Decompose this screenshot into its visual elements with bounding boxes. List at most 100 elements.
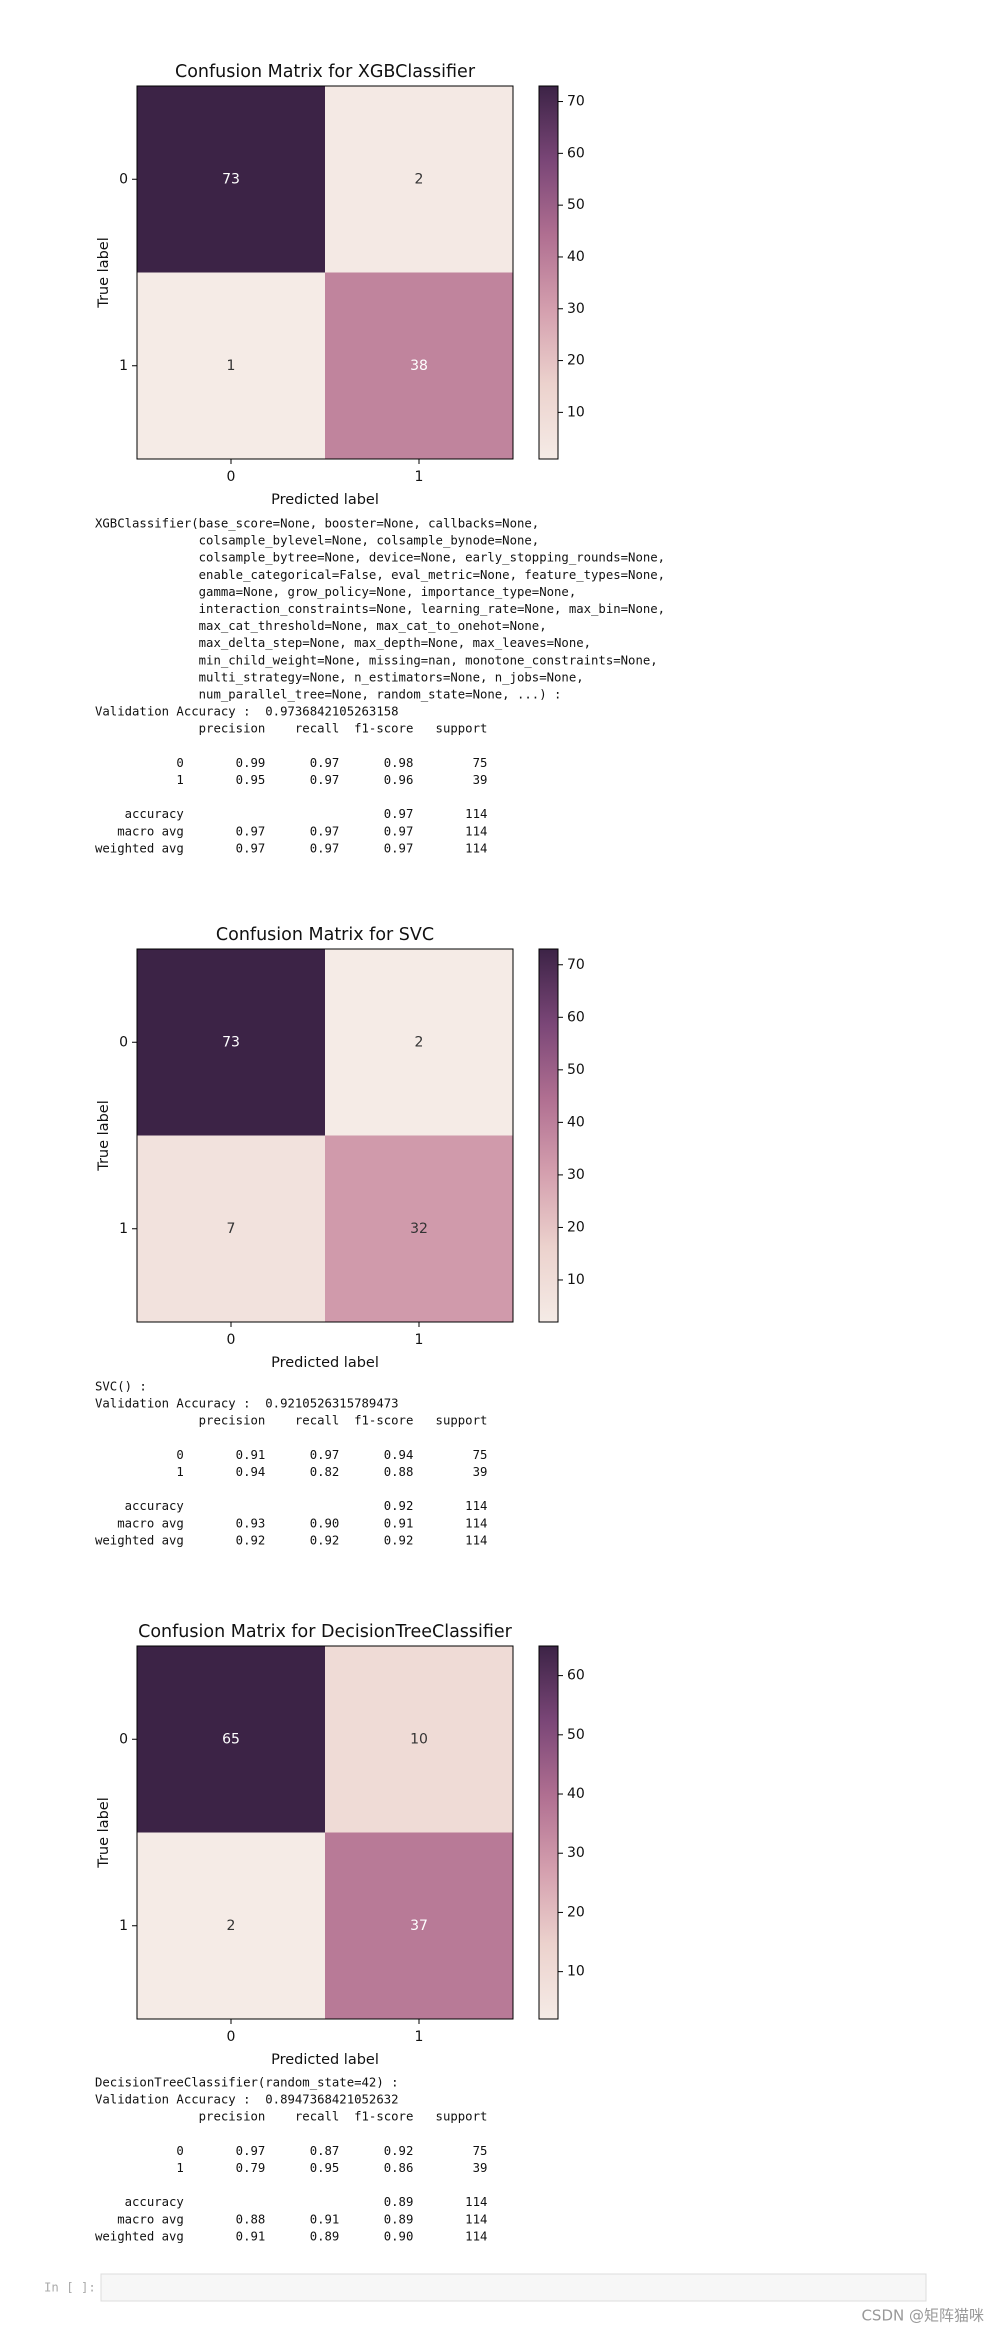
- x-axis-label: Predicted label: [271, 492, 379, 508]
- colorbar-tick-label: 10: [567, 1272, 585, 1288]
- cell: [137, 1135, 325, 1322]
- y-axis-label: True label: [96, 237, 112, 308]
- colorbar-tick-label: 20: [567, 1904, 585, 1920]
- colorbar-tick-label: 60: [567, 1668, 585, 1684]
- output-line: Validation Accuracy : 0.9736842105263158: [95, 705, 399, 719]
- cell-label: 1: [227, 358, 236, 374]
- colorbar-tick-label: 20: [567, 1219, 585, 1235]
- y-tick-label: 1: [119, 358, 128, 374]
- output-line: multi_strategy=None, n_estimators=None, …: [95, 670, 584, 684]
- y-axis-label: True label: [96, 1797, 112, 1868]
- x-tick-label: 1: [415, 2029, 424, 2045]
- cell: [325, 949, 513, 1136]
- output-line: XGBClassifier(base_score=None, booster=N…: [95, 517, 539, 531]
- output-line: 0 0.91 0.97 0.94 75: [95, 1448, 487, 1462]
- output-line: 1 0.95 0.97 0.96 39: [95, 773, 487, 787]
- y-tick-label: 0: [119, 1034, 128, 1050]
- colorbar: [538, 948, 559, 1323]
- colorbar-tick-label: 60: [567, 145, 585, 161]
- cell-label: 37: [410, 1918, 428, 1934]
- axes-frame: [136, 948, 514, 1323]
- colorbar-tick-label: 20: [567, 353, 585, 369]
- output-line: precision recall f1-score support: [95, 2110, 487, 2124]
- output-line: SVC() :: [95, 1380, 147, 1394]
- cell-label: 10: [410, 1731, 428, 1747]
- output-line: macro avg 0.88 0.91 0.89 114: [95, 2212, 487, 2226]
- colorbar-tick-label: 40: [567, 1786, 585, 1802]
- axes-frame: [136, 85, 514, 460]
- output-line: precision recall f1-score support: [95, 722, 487, 736]
- output-line: Validation Accuracy : 0.8947368421052632: [95, 2093, 399, 2107]
- chart-title: Confusion Matrix for SVC: [216, 925, 434, 945]
- cell-label: 2: [415, 1034, 424, 1050]
- cell: [325, 86, 513, 273]
- y-tick-label: 1: [119, 1221, 128, 1237]
- output-line: macro avg 0.97 0.97 0.97 114: [95, 824, 487, 838]
- output-line: min_child_weight=None, missing=nan, mono…: [95, 653, 658, 667]
- output-line: num_parallel_tree=None, random_state=Non…: [95, 688, 561, 702]
- cell: [325, 272, 513, 459]
- colorbar: [538, 1645, 559, 2020]
- y-tick-label: 1: [119, 1918, 128, 1934]
- output-line: precision recall f1-score support: [95, 1414, 487, 1428]
- colorbar-tick-label: 70: [567, 94, 585, 110]
- output-line: Validation Accuracy : 0.9210526315789473: [95, 1397, 399, 1411]
- colorbar-tick-label: 10: [567, 1964, 585, 1980]
- cell: [137, 86, 325, 273]
- input-cell[interactable]: [100, 2273, 927, 2302]
- cell-label: 32: [410, 1221, 428, 1237]
- x-tick-label: 0: [227, 1332, 236, 1348]
- cell: [137, 1646, 325, 1833]
- prompt: In [ ]:: [44, 2281, 96, 2295]
- cell-label: 38: [410, 358, 428, 374]
- x-tick-label: 0: [227, 2029, 236, 2045]
- colorbar: [538, 85, 559, 460]
- y-axis-label: True label: [96, 1100, 112, 1171]
- output-line: 1 0.94 0.82 0.88 39: [95, 1465, 487, 1479]
- output-line: macro avg 0.93 0.90 0.91 114: [95, 1516, 487, 1530]
- output-line: enable_categorical=False, eval_metric=No…: [95, 568, 665, 582]
- cell: [137, 949, 325, 1136]
- output-line: accuracy 0.89 114: [95, 2195, 487, 2209]
- output-line: gamma=None, grow_policy=None, importance…: [95, 585, 576, 599]
- x-axis-label: Predicted label: [271, 1355, 379, 1371]
- cell: [325, 1646, 513, 1833]
- x-tick-label: 0: [227, 469, 236, 485]
- colorbar-tick-label: 40: [567, 249, 585, 265]
- colorbar-tick-label: 50: [567, 197, 585, 213]
- y-tick-label: 0: [119, 1731, 128, 1747]
- cell: [325, 1832, 513, 2019]
- output-line: interaction_constraints=None, learning_r…: [95, 602, 665, 616]
- output-line: weighted avg 0.97 0.97 0.97 114: [95, 841, 487, 855]
- colorbar-tick-label: 30: [567, 1167, 585, 1183]
- colorbar-tick-label: 40: [567, 1114, 585, 1130]
- cell-label: 2: [415, 171, 424, 187]
- colorbar-tick-label: 30: [567, 1845, 585, 1861]
- cell: [137, 1832, 325, 2019]
- output-line: accuracy 0.97 114: [95, 807, 487, 821]
- cell-label: 73: [222, 1034, 240, 1050]
- y-tick-label: 0: [119, 171, 128, 187]
- colorbar-tick-label: 70: [567, 957, 585, 973]
- output-line: max_delta_step=None, max_depth=None, max…: [95, 636, 591, 650]
- cell-label: 73: [222, 171, 240, 187]
- axes-frame: [136, 1645, 514, 2020]
- x-tick-label: 1: [415, 469, 424, 485]
- output-line: 0 0.99 0.97 0.98 75: [95, 756, 487, 770]
- x-tick-label: 1: [415, 1332, 424, 1348]
- colorbar-tick-label: 10: [567, 404, 585, 420]
- cell-label: 7: [227, 1221, 236, 1237]
- output-line: max_cat_threshold=None, max_cat_to_oneho…: [95, 619, 547, 633]
- colorbar-tick-label: 30: [567, 301, 585, 317]
- output-line: 1 0.79 0.95 0.86 39: [95, 2161, 487, 2175]
- chart-title: Confusion Matrix for XGBClassifier: [175, 62, 476, 82]
- cell: [137, 272, 325, 459]
- cell-label: 65: [222, 1731, 240, 1747]
- chart-title: Confusion Matrix for DecisionTreeClassif…: [138, 1622, 513, 1642]
- output-line: colsample_bylevel=None, colsample_bynode…: [95, 534, 539, 548]
- x-axis-label: Predicted label: [271, 2052, 379, 2068]
- colorbar-tick-label: 50: [567, 1727, 585, 1743]
- output-line: weighted avg 0.92 0.92 0.92 114: [95, 1533, 487, 1547]
- colorbar-tick-label: 60: [567, 1009, 585, 1025]
